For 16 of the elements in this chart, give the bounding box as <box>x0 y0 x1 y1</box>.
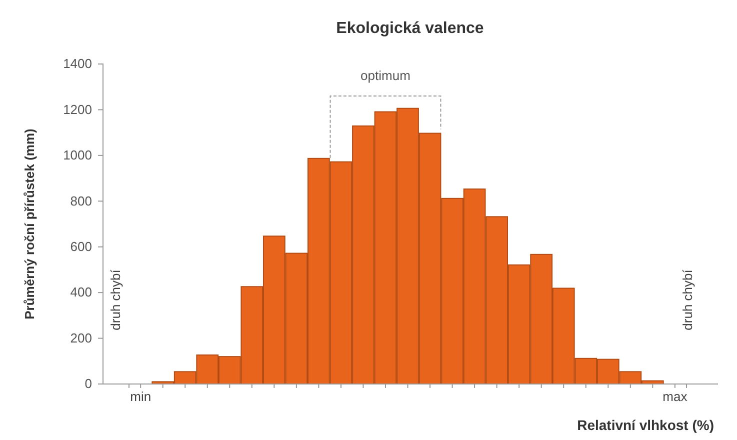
y-tick-label: 200 <box>70 330 92 346</box>
y-axis-title: Průměrný roční přírůstek (mm) <box>22 128 37 320</box>
annotation: druh chybí <box>680 269 695 330</box>
x-tick-label: min <box>130 389 152 404</box>
x-tick-label: max <box>662 389 688 404</box>
y-tick-label: 800 <box>70 193 92 208</box>
chart-title: Ekologická valence <box>336 20 484 37</box>
text: druh chybí <box>108 269 123 330</box>
y-tick-label: 600 <box>70 239 92 254</box>
y-tick-label: 1400 <box>63 56 92 72</box>
y-tick-label: 1200 <box>63 102 92 117</box>
y-tick-label: 0 <box>84 376 92 392</box>
y-tick-label: 400 <box>70 284 92 300</box>
x-axis-title: Relativní vlhkost (%) <box>577 417 714 433</box>
annotation: optimum <box>360 68 410 83</box>
y-tick-label: 1000 <box>63 148 92 163</box>
